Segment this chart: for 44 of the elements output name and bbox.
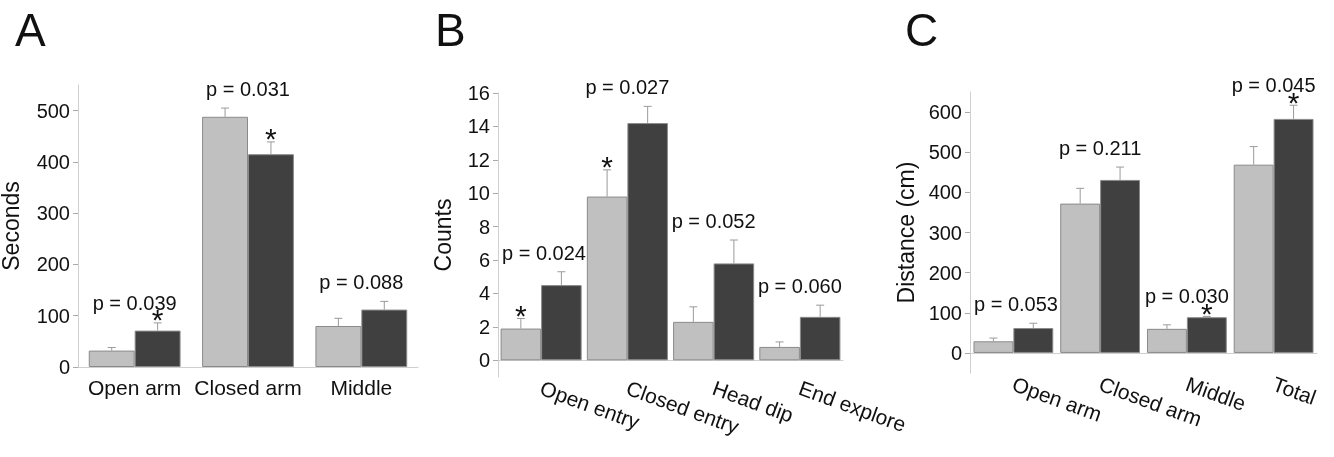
y-axis-title: Seconds	[0, 181, 24, 271]
y-tick-label: 300	[928, 221, 962, 244]
y-tick-label: 500	[36, 99, 70, 122]
annotation: p = 0.053	[974, 293, 1058, 316]
y-tick-label: 10	[467, 182, 490, 205]
annotation: p = 0.027	[585, 76, 670, 99]
x-tick-label: End explore	[795, 376, 910, 437]
y-tick-label: 200	[928, 261, 962, 284]
y-axis-title: Counts	[429, 198, 456, 272]
annotation: p = 0.052	[671, 210, 756, 233]
annotation: p = 0.211	[1058, 137, 1142, 160]
x-tick-label: Middle	[330, 376, 393, 399]
y-tick-label: 0	[950, 341, 962, 364]
y-tick-label: 8	[478, 215, 490, 238]
y-tick-label: 6	[478, 249, 490, 272]
y-tick-label: 14	[467, 115, 490, 138]
y-tick-label: 300	[36, 202, 70, 225]
annotation: *	[601, 150, 614, 184]
y-axis-title: Distance (cm)	[893, 161, 920, 304]
y-tick-label: 400	[928, 181, 962, 204]
y-tick-label: 600	[928, 101, 962, 124]
chart-title: A	[15, 4, 46, 56]
y-tick-label: 0	[478, 349, 490, 372]
x-tick-label: Total	[1269, 372, 1320, 409]
chart-title: C	[905, 4, 939, 56]
y-tick-label: 2	[478, 315, 490, 338]
annotation: p = 0.060	[757, 275, 842, 298]
y-tick-label: 400	[36, 150, 70, 173]
annotation: p = 0.024	[502, 241, 586, 264]
y-tick-label: 16	[467, 82, 490, 104]
annotation: *	[515, 299, 528, 333]
x-tick-label: Open arm	[87, 376, 182, 399]
y-tick-label: 0	[58, 356, 70, 378]
annotation: p = 0.088	[319, 271, 404, 294]
x-tick-label: Closed arm	[194, 376, 302, 399]
y-tick-label: 100	[36, 304, 70, 327]
annotation: *	[265, 122, 278, 156]
chart-title: B	[435, 4, 466, 56]
y-tick-label: 500	[928, 141, 962, 164]
y-tick-label: 12	[467, 148, 490, 171]
y-tick-label: 200	[36, 253, 70, 276]
y-tick-label: 100	[928, 301, 962, 324]
y-tick-label: 4	[478, 282, 490, 305]
annotation: p = 0.031	[206, 78, 290, 101]
